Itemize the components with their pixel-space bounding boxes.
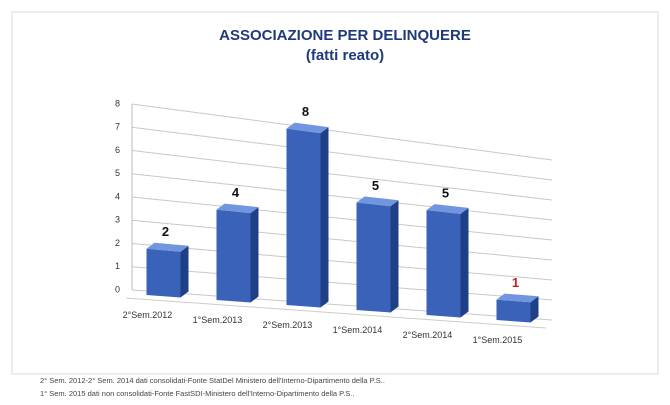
grid-line: [131, 103, 553, 161]
x-tick-label: 1°Sem.2015: [473, 335, 523, 345]
x-tick-label: 2°Sem.2014: [403, 330, 453, 340]
bar-side: [530, 296, 539, 323]
value-label: 5: [442, 186, 449, 201]
bar-top: [356, 196, 399, 207]
value-label: 1: [512, 275, 519, 290]
bar: [356, 196, 399, 313]
grid-line: [131, 219, 553, 261]
bar-side: [250, 207, 259, 303]
bar-front: [356, 202, 391, 313]
value-label: 4: [232, 185, 240, 200]
x-tick-label: 2°Sem.2013: [263, 320, 313, 330]
value-label: 8: [302, 104, 309, 119]
grid-line: [131, 243, 553, 281]
bar-side: [390, 200, 399, 313]
bar-top: [426, 204, 469, 214]
bar: [286, 122, 329, 308]
footnote: 1° Sem. 2015 dati non consolidati-Fonte …: [40, 389, 354, 398]
bar: [216, 203, 259, 303]
grid-line: [131, 266, 553, 301]
bar-front: [216, 209, 251, 303]
grid-line: [131, 289, 553, 321]
footnote: 2° Sem. 2012-2° Sem. 2014 dati consolida…: [40, 376, 385, 385]
bar-side: [320, 127, 329, 308]
bar-front: [286, 128, 321, 308]
x-tick-label: 1°Sem.2014: [333, 325, 383, 335]
chart-subtitle: (fatti reato): [306, 47, 384, 64]
value-label: 5: [372, 178, 379, 193]
y-tick-label: 2: [115, 238, 120, 248]
value-label: 2: [162, 224, 169, 239]
y-tick-label: 3: [115, 215, 120, 225]
grid-line: [131, 126, 553, 181]
y-tick-label: 4: [115, 191, 120, 201]
bar-top: [286, 122, 329, 134]
bar: [426, 204, 469, 318]
bar: [496, 293, 539, 323]
bar-side: [180, 245, 189, 298]
bar-front: [426, 210, 461, 318]
floor-edge: [125, 297, 547, 329]
grid-line: [131, 196, 553, 241]
y-tick-label: 7: [115, 122, 120, 132]
y-tick-label: 5: [115, 168, 120, 178]
y-tick-label: 8: [115, 98, 120, 108]
grid-line: [131, 173, 553, 221]
bar-front: [146, 248, 181, 298]
bar-top: [216, 203, 259, 214]
bar-side: [460, 207, 469, 318]
bar-top: [496, 293, 539, 303]
x-tick-label: 2°Sem.2012: [123, 310, 173, 320]
grid-line: [131, 150, 553, 201]
y-tick-label: 1: [115, 261, 120, 271]
chart-title: ASSOCIAZIONE PER DELINQUERE: [219, 27, 471, 44]
bar-front: [496, 299, 531, 323]
bar-top: [146, 242, 189, 252]
chart-frame: [11, 11, 659, 375]
y-tick-label: 6: [115, 145, 120, 155]
y-tick-label: 0: [115, 284, 120, 294]
x-tick-label: 1°Sem.2013: [193, 315, 243, 325]
bar: [146, 242, 189, 298]
